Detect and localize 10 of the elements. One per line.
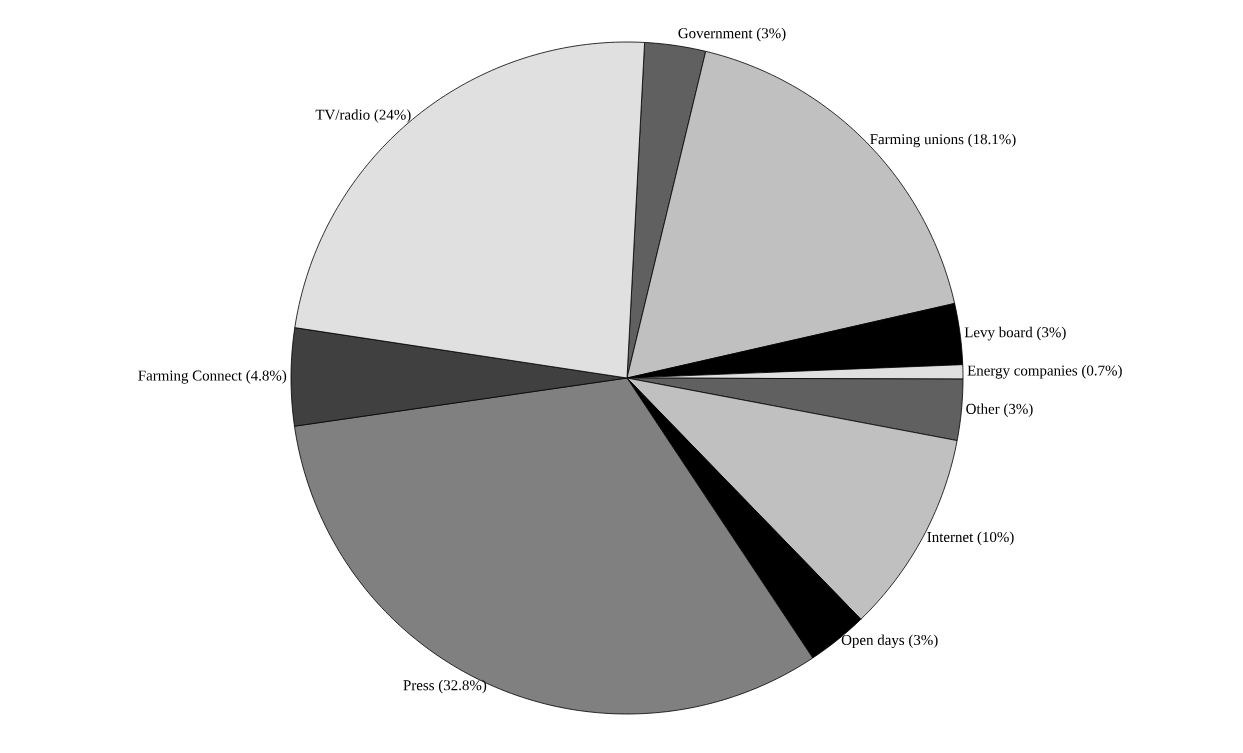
slice-label: Other (3%) xyxy=(966,403,1033,417)
slice-label: Energy companies (0.7%) xyxy=(967,365,1122,379)
slice-label: Farming unions (18.1%) xyxy=(870,133,1016,148)
slice-label: Farming Connect (4.8%) xyxy=(138,370,287,384)
slice-label: Open days (3%) xyxy=(841,634,938,649)
slice-label: Press (32.8%) xyxy=(403,679,487,694)
slice-label: Internet (10%) xyxy=(927,531,1014,546)
slice-label: Government (3%) xyxy=(678,27,786,42)
slice-label: TV/radio (24%) xyxy=(315,109,411,123)
slice-label: Levy board (3%) xyxy=(964,326,1066,341)
